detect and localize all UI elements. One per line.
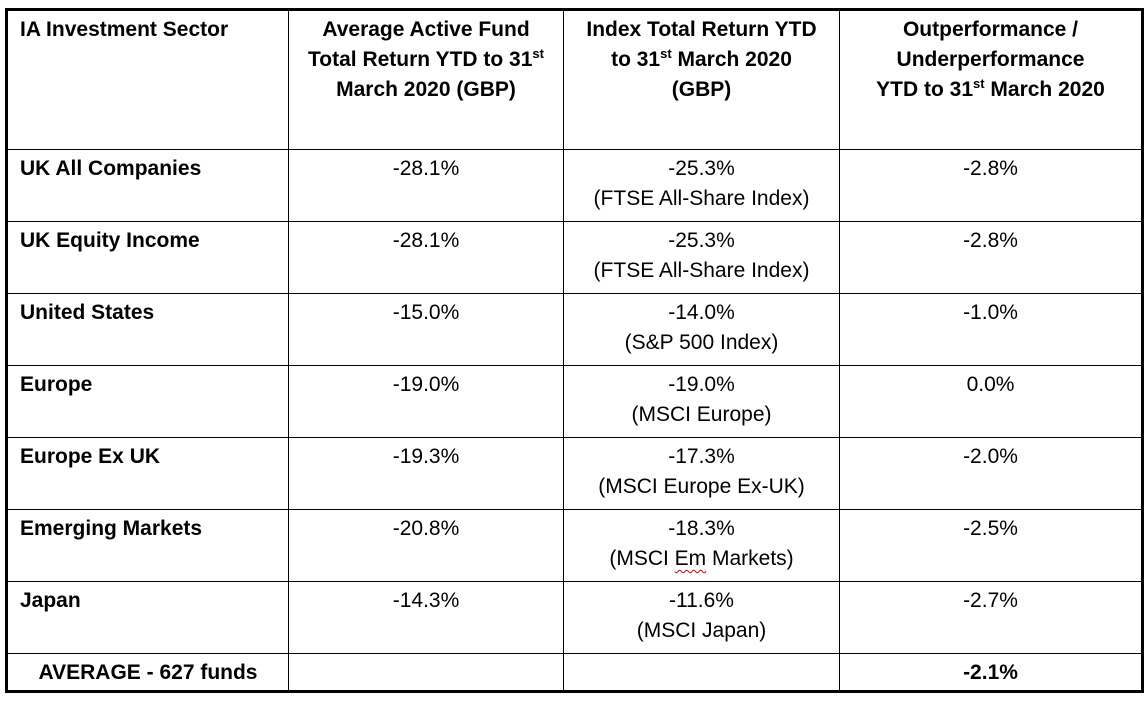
index-return-cell <box>563 653 840 692</box>
sector-cell: UK All Companies <box>6 149 289 222</box>
header-sector-label: IA Investment Sector <box>20 18 229 41</box>
sector-cell: Europe Ex UK <box>6 437 289 510</box>
fund-return-cell: -28.1% <box>288 221 564 294</box>
index-name: (MSCI Japan) <box>636 619 767 642</box>
table-row: United States -15.0% -14.0% (S&P 500 Ind… <box>6 293 1143 366</box>
fund-return-cell <box>288 653 564 692</box>
index-name: (FTSE All-Share Index) <box>593 259 810 282</box>
fund-return-cell: -28.1% <box>288 149 564 222</box>
index-return-cell: -18.3% (MSCI Em Markets) <box>563 509 840 582</box>
fund-return-cell: -20.8% <box>288 509 564 582</box>
fund-return-cell: -19.3% <box>288 437 564 510</box>
table-row: Europe -19.0% -19.0% (MSCI Europe) 0.0% <box>6 365 1143 438</box>
superscript-st: st <box>660 46 672 61</box>
outperformance-cell: -2.8% <box>839 149 1143 222</box>
index-name: (S&P 500 Index) <box>624 331 779 354</box>
index-name: (FTSE All-Share Index) <box>593 187 810 210</box>
outperformance-cell: -1.0% <box>839 293 1143 366</box>
outperformance-cell: 0.0% <box>839 365 1143 438</box>
table-row: Japan -14.3% -11.6% (MSCI Japan) -2.7% <box>6 581 1143 654</box>
index-name: (MSCI Em Markets) <box>609 547 794 570</box>
header-index-return: Index Total Return YTD to 31st March 202… <box>563 9 840 150</box>
table-row-average: AVERAGE - 627 funds -2.1% <box>6 653 1143 692</box>
index-return-cell: -11.6% (MSCI Japan) <box>563 581 840 654</box>
sector-cell: Japan <box>6 581 289 654</box>
index-return-cell: -19.0% (MSCI Europe) <box>563 365 840 438</box>
index-name: (MSCI Europe Ex-UK) <box>598 475 805 498</box>
fund-return-cell: -15.0% <box>288 293 564 366</box>
table-row: Emerging Markets -20.8% -18.3% (MSCI Em … <box>6 509 1143 582</box>
sector-cell: UK Equity Income <box>6 221 289 294</box>
superscript-st: st <box>532 46 544 61</box>
document-page: IA Investment Sector Average Active Fund… <box>5 8 1144 693</box>
table-row: Europe Ex UK -19.3% -17.3% (MSCI Europe … <box>6 437 1143 510</box>
sector-cell: United States <box>6 293 289 366</box>
fund-return-cell: -14.3% <box>288 581 564 654</box>
outperformance-cell: -2.8% <box>839 221 1143 294</box>
sector-cell: Europe <box>6 365 289 438</box>
outperformance-cell: -2.0% <box>839 437 1143 510</box>
outperformance-cell: -2.1% <box>839 653 1143 692</box>
investment-returns-table: IA Investment Sector Average Active Fund… <box>5 8 1144 693</box>
superscript-st: st <box>973 76 985 91</box>
header-active-fund-return: Average Active Fund Total Return YTD to … <box>288 9 564 150</box>
average-label-cell: AVERAGE - 627 funds <box>6 653 289 692</box>
spellcheck-underlined-word: Em <box>674 547 707 570</box>
index-return-cell: -25.3% (FTSE All-Share Index) <box>563 221 840 294</box>
sector-cell: Emerging Markets <box>6 509 289 582</box>
header-sector: IA Investment Sector <box>6 9 289 150</box>
index-return-cell: -25.3% (FTSE All-Share Index) <box>563 149 840 222</box>
index-return-cell: -17.3% (MSCI Europe Ex-UK) <box>563 437 840 510</box>
table-row: UK Equity Income -28.1% -25.3% (FTSE All… <box>6 221 1143 294</box>
header-outperformance: Outperformance / Underperformance YTD to… <box>839 9 1143 150</box>
header-row: IA Investment Sector Average Active Fund… <box>6 9 1143 150</box>
table-row: UK All Companies -28.1% -25.3% (FTSE All… <box>6 149 1143 222</box>
outperformance-cell: -2.7% <box>839 581 1143 654</box>
index-return-cell: -14.0% (S&P 500 Index) <box>563 293 840 366</box>
outperformance-cell: -2.5% <box>839 509 1143 582</box>
fund-return-cell: -19.0% <box>288 365 564 438</box>
index-name: (MSCI Europe) <box>631 403 772 426</box>
